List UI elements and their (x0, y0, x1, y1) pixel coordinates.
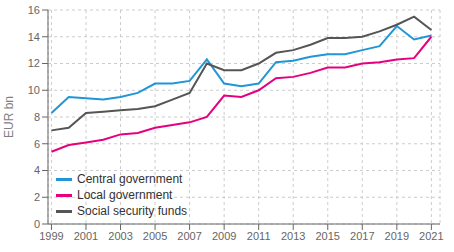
svg-text:EUR bn: EUR bn (8, 96, 16, 138)
svg-text:2011: 2011 (247, 230, 271, 242)
svg-text:1999: 1999 (39, 230, 63, 242)
svg-text:2007: 2007 (177, 230, 201, 242)
svg-text:0: 0 (34, 218, 40, 230)
svg-text:2003: 2003 (108, 230, 132, 242)
svg-text:14: 14 (28, 31, 40, 43)
svg-text:2001: 2001 (74, 230, 98, 242)
svg-text:6: 6 (34, 138, 40, 150)
html-text:Central government: Central government (77, 172, 183, 186)
svg-text:4: 4 (34, 164, 40, 176)
html-text:Local government: Local government (77, 188, 173, 202)
svg-text:2015: 2015 (316, 230, 340, 242)
svg-text:16: 16 (28, 4, 40, 16)
svg-text:2017: 2017 (350, 230, 374, 242)
svg-text:2013: 2013 (281, 230, 305, 242)
svg-text:2009: 2009 (212, 230, 236, 242)
svg-text:12: 12 (28, 57, 40, 69)
svg-text:2: 2 (34, 191, 40, 203)
svg-text:2019: 2019 (385, 230, 409, 242)
svg-text:2021: 2021 (419, 230, 443, 242)
html-text:Social security funds: Social security funds (77, 204, 188, 218)
svg-text:2005: 2005 (143, 230, 167, 242)
svg-text:10: 10 (28, 84, 40, 96)
svg-text:8: 8 (34, 111, 40, 123)
